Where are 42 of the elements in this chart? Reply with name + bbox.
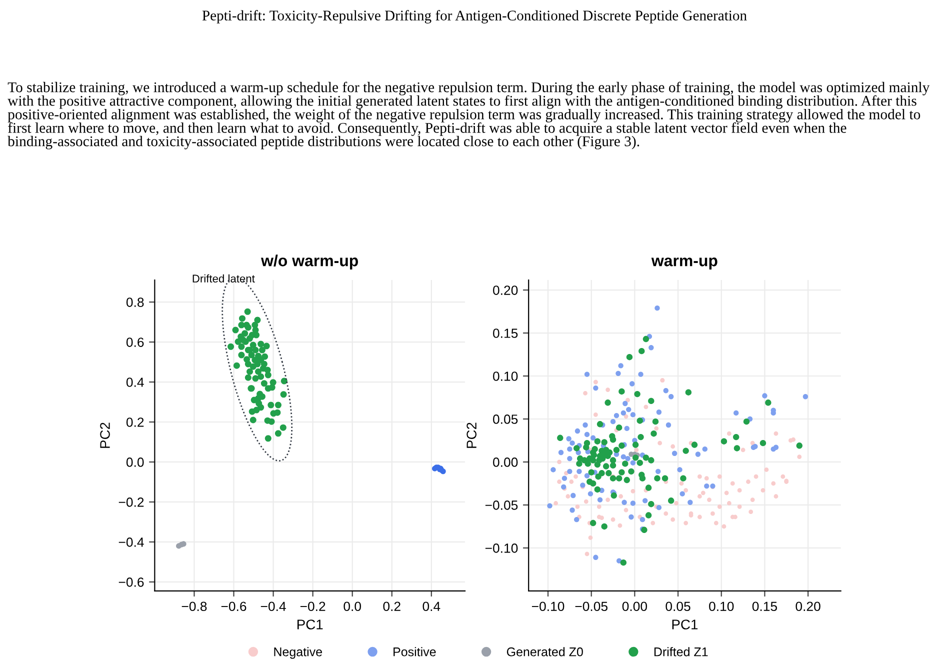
- text: Pepti-drift: Toxicity-Repulsive Drifting for Antigen-Conditioned Discrete Peptide Generation: [202, 10, 747, 24]
- x-tick-label: −0.10: [532, 602, 564, 612]
- chart-title: w/o warm-up: [260, 254, 358, 270]
- y-tick-label: 0.00: [493, 458, 518, 467]
- y-tick-label: −0.10: [485, 544, 518, 553]
- y-tick-label: 0.20: [493, 286, 518, 295]
- y-tick-label: −0.2: [118, 498, 144, 507]
- y-tick-label: 0.8: [126, 298, 144, 307]
- x-tick-label: 0.0: [344, 602, 361, 612]
- legend-label: Generated Z0: [506, 647, 583, 656]
- y-tick-label: 0.05: [493, 414, 518, 424]
- x-tick-label: 0.00: [622, 602, 648, 612]
- y-tick-label: 0.2: [126, 418, 144, 427]
- x-tick-label: −0.8: [182, 602, 207, 612]
- annotation: Drifted latent: [192, 274, 255, 283]
- text: To stabilize training, we introduced a warm-up schedule for the negative repulsion term. During the early phase of training, the model was optimized mainly with the positive attractive component, allowing the initial generated latent states to first align with the antigen-conditioned binding distribution. After this positive-oriented alignment was established, the weight of the negative repulsion term was gradually increased. This training strategy allowed the model to first learn where to move, and then learn what to avoid. Consequently, Pepti-drift was able to acquire a stable latent vector field even when the binding-associated and toxicity-associated peptide distributions were located close to each other (Figure 3).: [8, 82, 930, 150]
- x-tick-label: 0.10: [709, 602, 734, 612]
- x-tick-label: 0.20: [796, 602, 820, 612]
- x-tick-label: −0.05: [575, 602, 608, 612]
- y-tick-label: 0.15: [493, 328, 518, 338]
- y-tick-label: 0.10: [493, 372, 518, 381]
- y-axis-title: PC2: [466, 422, 476, 448]
- x-tick-label: 0.15: [752, 602, 777, 612]
- y-axis-title: PC2: [100, 422, 110, 448]
- y-tick-label: 0.4: [126, 378, 144, 387]
- legend-label: Negative: [274, 647, 322, 659]
- y-tick-label: −0.4: [118, 538, 144, 547]
- x-tick-label: 0.05: [666, 602, 690, 612]
- x-tick-label: 0.4: [422, 602, 440, 612]
- y-tick-label: 0.0: [126, 458, 144, 467]
- y-tick-label: −0.05: [485, 500, 518, 510]
- x-tick-label: −0.2: [300, 602, 326, 612]
- y-tick-label: −0.6: [118, 578, 144, 587]
- x-axis-title: PC1: [297, 620, 323, 630]
- x-tick-label: 0.2: [383, 602, 400, 612]
- x-axis-title: PC1: [672, 620, 698, 630]
- legend-label: Drifted Z1: [654, 647, 708, 656]
- legend-label: Positive: [394, 647, 436, 656]
- chart-title: warm-up: [651, 258, 718, 270]
- y-tick-label: 0.6: [126, 338, 144, 347]
- x-tick-label: −0.4: [260, 602, 286, 612]
- x-tick-label: −0.6: [221, 602, 246, 612]
